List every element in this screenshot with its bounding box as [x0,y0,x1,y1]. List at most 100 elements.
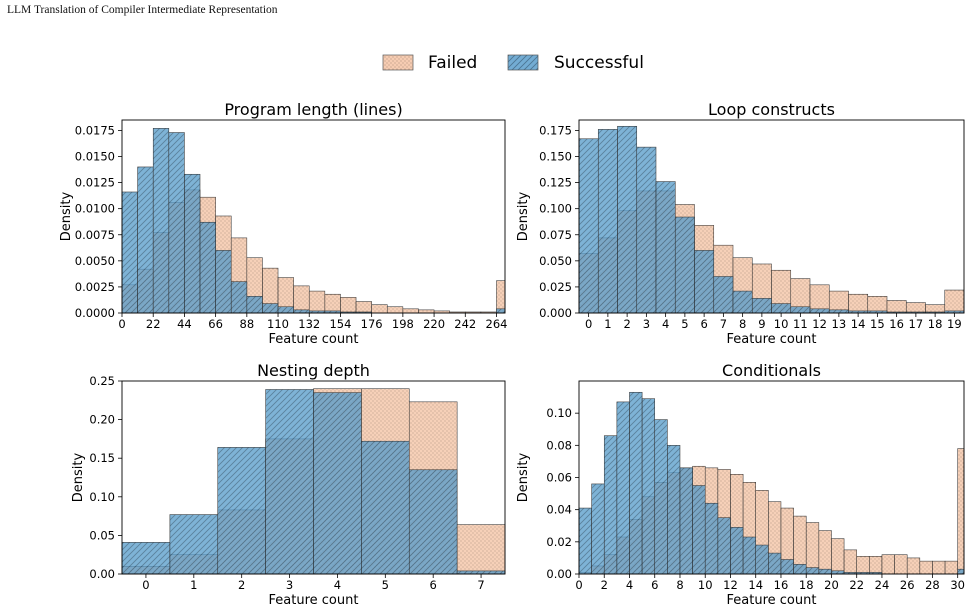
successful-bar [742,536,756,575]
failed-bar [869,556,883,575]
x-tick-label: 12 [723,578,738,592]
x-tick-label: 13 [832,317,847,331]
x-axis-label: Feature count [727,593,817,608]
failed-bar [308,290,326,314]
y-tick-label: 0.025 [539,280,572,294]
successful-bar [732,290,753,314]
failed-bar [919,560,933,575]
failed-bar [402,308,419,314]
successful-bar [793,564,807,575]
x-tick-label: 9 [758,317,765,331]
failed-bar [944,289,965,314]
successful-bar [818,568,832,575]
x-tick-label: 132 [298,317,320,331]
successful-bar [603,435,618,575]
x-tick-label: 16 [774,578,789,592]
y-axis-label: Density [59,191,74,241]
x-tick-label: 17 [909,317,924,331]
successful-bar [790,306,811,314]
y-tick-label: 0.25 [89,374,115,388]
x-tick-label: 5 [681,317,688,331]
failed-bar [496,280,506,314]
failed-bar [324,293,341,314]
successful-bar [168,132,185,314]
x-tick-label: 2 [601,578,608,592]
failed-bar [886,300,907,314]
y-tick-label: 0.050 [539,254,572,268]
y-tick-label: 0.05 [89,528,115,542]
failed-bar [932,560,946,575]
y-tick-label: 0.10 [89,490,115,504]
successful-bar [629,391,643,575]
successful-bar [121,542,171,575]
successful-bar [755,544,769,575]
failed-bar [848,293,869,314]
y-tick-label: 0.0150 [75,150,115,164]
successful-bar [152,128,170,314]
successful-bar [199,221,216,314]
failed-bar [293,285,310,314]
chart-title: Nesting depth [257,361,370,380]
x-tick-label: 19 [947,317,962,331]
successful-bar [717,517,731,575]
failed-bar [957,448,965,575]
legend-swatch-failed [382,54,414,71]
x-tick-label: 6 [651,578,658,592]
successful-bar [184,173,201,314]
successful-bar [496,308,506,314]
y-tick-label: 0.0000 [75,306,115,320]
successful-bar [616,401,630,575]
x-tick-label: 220 [423,317,445,331]
x-tick-label: 6 [430,578,437,592]
successful-bar [636,146,657,314]
successful-bar [277,306,294,314]
x-axis-label: Feature count [269,332,359,347]
running-title: LLM Translation of Compiler Intermediate… [7,4,278,16]
successful-bar [246,296,263,314]
x-tick-label: 0 [142,578,149,592]
successful-bar [215,250,232,314]
successful-bar [617,125,638,314]
x-tick-label: 18 [928,317,943,331]
x-tick-label: 4 [334,578,341,592]
x-tick-label: 16 [889,317,904,331]
x-tick-label: 2 [623,317,630,331]
y-tick-label: 0.0100 [75,202,115,216]
x-tick-label: 22 [849,578,864,592]
chart-program-length: 0 22 44 66 88 110 132 154 176 198 220 242 264 0.0000 0… [59,100,507,347]
successful-bar [771,303,792,314]
x-tick-label: 264 [486,317,508,331]
y-tick-label: 0.0025 [75,280,115,294]
x-tick-label: 3 [643,317,650,331]
chart-title: Program length (lines) [224,100,402,119]
successful-bar [262,303,279,314]
successful-bar [809,308,830,314]
failed-bar [856,556,870,575]
successful-bar [730,527,744,575]
y-tick-label: 0.150 [539,150,572,164]
failed-bar [905,302,926,314]
legend: Failed Successful [382,53,644,73]
y-tick-label: 0.04 [546,503,572,517]
legend-label-successful: Successful [554,53,644,73]
successful-bar [831,570,845,575]
x-tick-label: 8 [676,578,683,592]
x-tick-label: 18 [799,578,814,592]
x-tick-label: 5 [382,578,389,592]
x-tick-label: 0 [585,317,592,331]
successful-bar [591,483,605,575]
x-tick-label: 66 [208,317,223,331]
successful-bar [597,129,618,314]
chart-loop-constructs: 0 1 2 3 4 5 6 7 8 9 10 11 12 13 14 15 16 17 18 190.0000.025… [516,100,965,347]
successful-bar [828,309,849,314]
x-tick-label: 1 [604,317,611,331]
y-tick-label: 0.125 [539,176,572,190]
successful-bar [293,309,310,314]
failed-bar [818,530,832,575]
x-tick-label: 14 [748,578,763,592]
x-tick-label: 4 [626,578,633,592]
y-tick-label: 0.10 [546,406,572,420]
y-tick-label: 0.000 [539,306,572,320]
x-tick-label: 110 [267,317,289,331]
failed-bar [831,538,845,575]
